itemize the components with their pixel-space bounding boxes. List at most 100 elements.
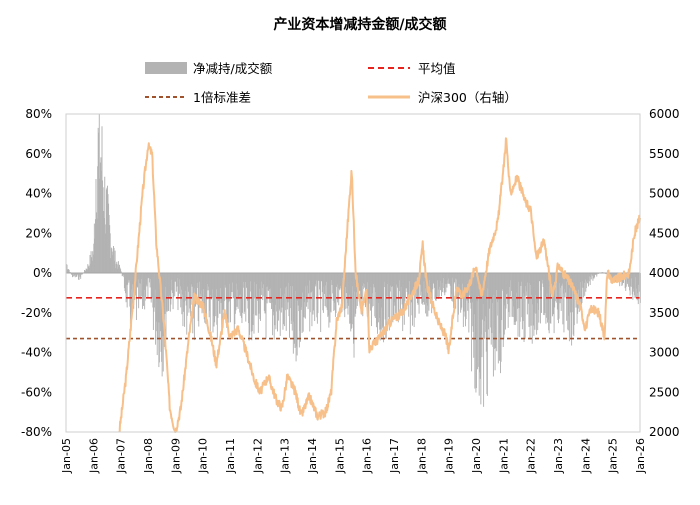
- net-reduction-bar: [198, 273, 200, 282]
- net-reduction-bar: [139, 273, 141, 298]
- net-reduction-bar: [496, 273, 498, 352]
- net-reduction-bar: [504, 273, 506, 306]
- net-reduction-bar: [129, 273, 131, 307]
- net-reduction-bar: [158, 273, 160, 363]
- net-reduction-bar: [426, 273, 428, 317]
- net-reduction-bar: [566, 273, 568, 321]
- net-reduction-bar: [85, 270, 87, 273]
- net-reduction-bar: [427, 273, 429, 287]
- net-reduction-bar: [392, 273, 394, 320]
- net-reduction-bar: [72, 273, 74, 277]
- net-reduction-bar: [417, 273, 419, 305]
- x-axis-tick-label: Jan-20: [470, 438, 483, 474]
- net-reduction-bar: [497, 273, 499, 364]
- net-reduction-bar: [346, 273, 348, 303]
- net-reduction-bar: [253, 273, 255, 334]
- x-axis-tick-label: Jan-22: [525, 438, 538, 474]
- net-reduction-bar: [465, 273, 467, 327]
- net-reduction-bar: [271, 273, 272, 309]
- net-reduction-bar: [402, 273, 404, 313]
- net-reduction-bar: [339, 273, 341, 291]
- net-reduction-bar: [514, 273, 516, 322]
- net-reduction-bar: [269, 273, 271, 304]
- left-axis-tick-label: -60%: [21, 385, 52, 399]
- net-reduction-bar: [242, 273, 244, 288]
- net-reduction-bar: [542, 273, 544, 287]
- net-reduction-bar: [556, 273, 558, 310]
- net-reduction-bar: [90, 251, 92, 273]
- net-reduction-bar: [276, 273, 278, 298]
- net-reduction-bar: [248, 273, 250, 341]
- net-reduction-bar: [179, 273, 181, 294]
- net-reduction-bar: [225, 273, 227, 300]
- net-reduction-bar: [146, 273, 148, 287]
- net-reduction-bar: [494, 273, 495, 349]
- net-reduction-bar: [177, 273, 179, 311]
- net-reduction-bar: [176, 273, 178, 287]
- net-reduction-bar: [151, 273, 153, 298]
- net-reduction-bar: [189, 273, 190, 299]
- net-reduction-bar: [86, 269, 88, 273]
- right-axis-tick-label: 5000: [649, 187, 680, 201]
- net-reduction-bar: [195, 273, 197, 295]
- net-reduction-bar: [207, 273, 209, 291]
- net-reduction-bar: [451, 273, 453, 302]
- net-reduction-bar: [524, 273, 526, 339]
- net-reduction-bar: [193, 273, 195, 341]
- net-reduction-bar: [127, 273, 129, 281]
- net-reduction-bar: [135, 273, 137, 296]
- net-reduction-bar: [595, 273, 597, 275]
- net-reduction-bar: [432, 273, 434, 284]
- net-reduction-bar: [187, 273, 189, 287]
- net-reduction-bar: [286, 273, 288, 287]
- net-reduction-bar: [450, 273, 452, 295]
- net-reduction-bar: [414, 273, 416, 284]
- net-reduction-bar: [461, 273, 463, 297]
- net-reduction-bar: [324, 273, 325, 294]
- net-reduction-bar: [215, 273, 217, 317]
- net-reduction-bar: [420, 273, 422, 292]
- net-reduction-bar: [304, 273, 306, 303]
- net-reduction-bar: [428, 273, 430, 280]
- net-reduction-bar: [178, 273, 180, 297]
- chart-title: 产业资本增减持金额/成交额: [273, 16, 446, 33]
- net-reduction-bar: [579, 273, 581, 308]
- legend-label-hs300: 沪深300（右轴）: [418, 90, 517, 105]
- net-reduction-bar: [202, 273, 204, 302]
- net-reduction-bar: [299, 273, 301, 331]
- net-reduction-bar: [363, 273, 365, 284]
- net-reduction-bar: [150, 273, 152, 303]
- net-reduction-bar: [168, 273, 170, 299]
- net-reduction-bar: [366, 273, 368, 302]
- net-reduction-bar: [412, 273, 414, 291]
- net-reduction-bar: [345, 273, 347, 294]
- net-reduction-bar: [443, 273, 445, 293]
- net-reduction-bar: [626, 273, 628, 285]
- net-reduction-bar: [98, 114, 100, 273]
- left-axis-tick-label: 60%: [25, 147, 52, 161]
- net-reduction-bar: [482, 273, 483, 320]
- net-reduction-bar: [103, 211, 105, 273]
- net-reduction-bar: [590, 273, 592, 280]
- net-reduction-bar: [124, 273, 126, 292]
- net-reduction-bar: [280, 273, 282, 313]
- net-reduction-bar: [471, 273, 473, 327]
- net-reduction-bar: [220, 273, 222, 288]
- net-reduction-bar: [321, 273, 323, 282]
- net-reduction-bar: [409, 273, 411, 335]
- net-reduction-bar: [84, 270, 85, 273]
- net-reduction-bar: [594, 273, 596, 275]
- net-reduction-bar: [203, 273, 205, 320]
- net-reduction-bar: [402, 273, 404, 332]
- net-reduction-bar: [565, 273, 567, 293]
- net-reduction-bar: [221, 273, 223, 323]
- net-reduction-bar: [564, 273, 565, 290]
- net-reduction-bar: [144, 273, 146, 310]
- net-reduction-bar: [288, 273, 290, 317]
- net-reduction-bar: [525, 273, 527, 296]
- net-reduction-bar: [86, 268, 88, 273]
- net-reduction-bar: [158, 273, 160, 368]
- net-reduction-bar: [223, 273, 225, 314]
- net-reduction-bar: [250, 273, 252, 282]
- net-reduction-bar: [533, 273, 535, 313]
